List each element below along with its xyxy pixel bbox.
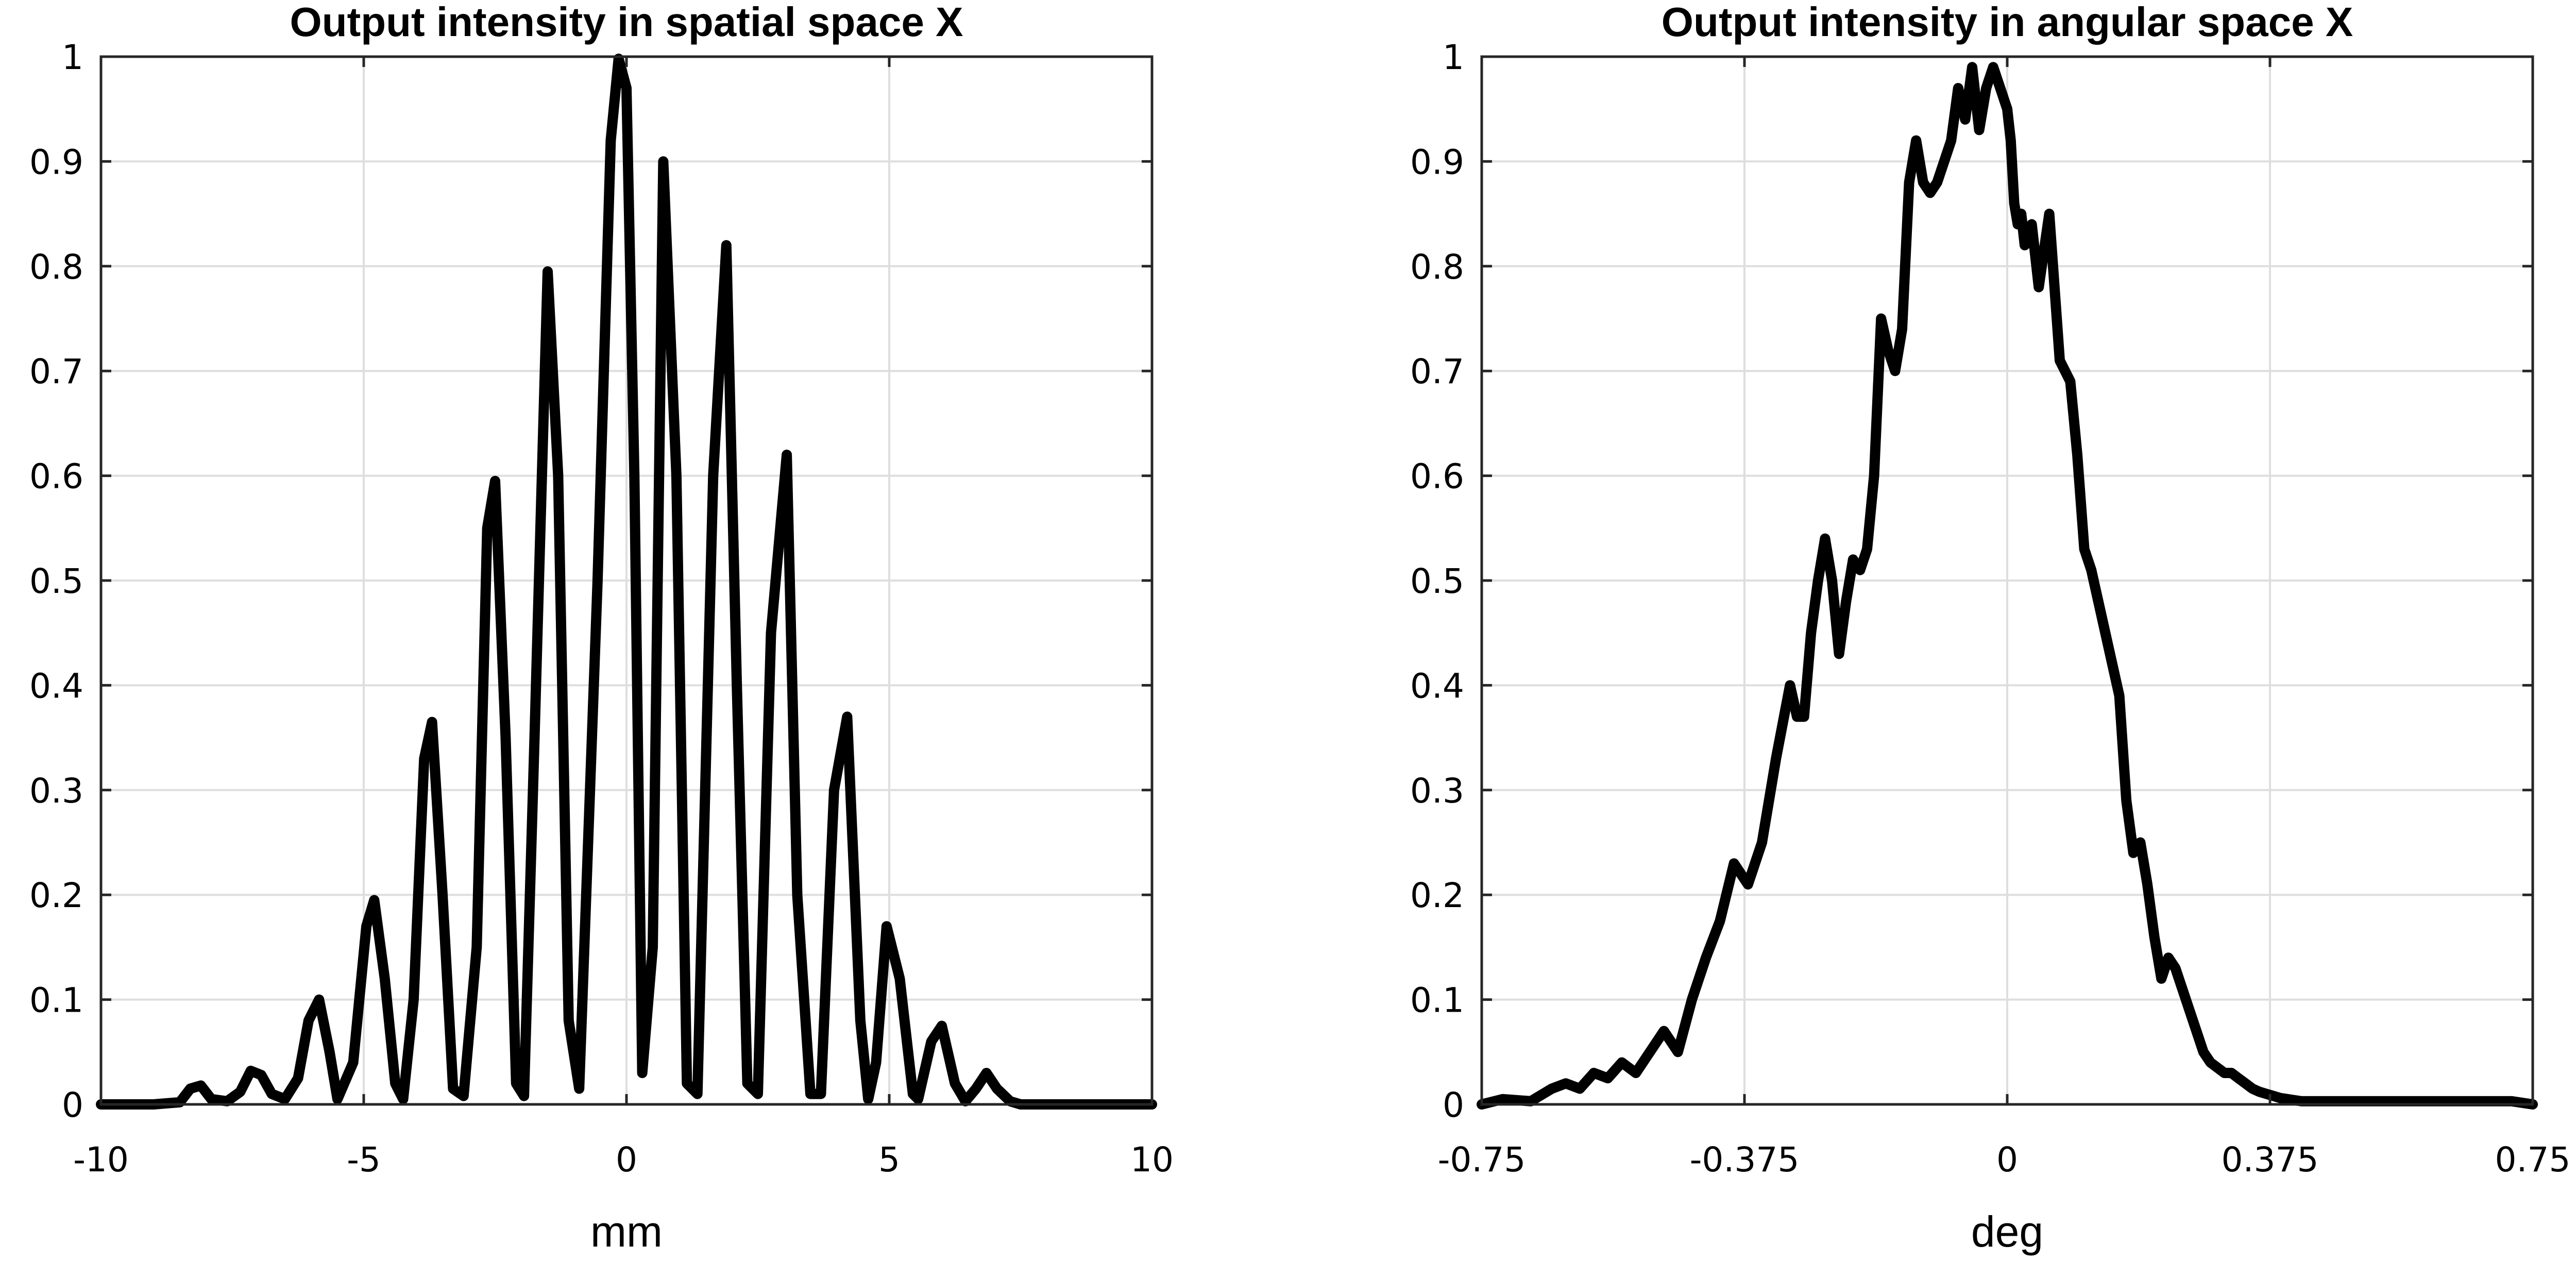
- x-tick-label: 5: [878, 1140, 900, 1180]
- series-line: [1477, 62, 2538, 1110]
- y-tick-label: 0.3: [29, 771, 83, 811]
- y-tick-label: 0.8: [29, 247, 83, 287]
- x-tick-label: -5: [347, 1140, 381, 1180]
- y-tick-label: 0.6: [1410, 457, 1464, 497]
- x-tick-label: 0.75: [2495, 1140, 2571, 1180]
- x-tick-label: 0: [1996, 1140, 2018, 1180]
- x-tick-label: -10: [73, 1140, 129, 1180]
- y-tick-label: 0.8: [1410, 247, 1464, 287]
- y-tick-label: 0.9: [29, 142, 83, 182]
- y-tick-label: 1: [62, 38, 83, 77]
- y-tick-label: 0.3: [1410, 771, 1464, 811]
- y-tick-label: 0.5: [1410, 561, 1464, 601]
- y-tick-label: 0.2: [1410, 876, 1464, 915]
- y-tick-label: 0.1: [1410, 981, 1464, 1020]
- x-axis-label: deg: [1971, 1207, 2043, 1256]
- x-tick-label: 10: [1130, 1140, 1174, 1180]
- y-tick-label: 0.4: [1410, 666, 1464, 706]
- y-tick-label: 0.4: [29, 666, 83, 706]
- y-tick-label: 0.7: [29, 352, 83, 391]
- spatial-intensity-plot: 0 0.1 0.2 0.3 0.4 0.5 0.6 0.7 0.8 0.9 1 -10 -5 0 5 10 Ou…: [29, 0, 1174, 1256]
- series-line: [96, 54, 1157, 1110]
- y-tick-label: 0.9: [1410, 142, 1464, 182]
- x-tick-label: -0.375: [1690, 1140, 1800, 1180]
- x-axis-label: mm: [590, 1207, 663, 1256]
- y-tick-label: 0.2: [29, 876, 83, 915]
- y-tick-label: 0: [1443, 1085, 1464, 1125]
- y-tick-label: 0.7: [1410, 352, 1464, 391]
- angular-intensity-plot: 0 0.1 0.2 0.3 0.4 0.5 0.6 0.7 0.8 0.9 1 -0.75 -0.375…: [1410, 0, 2570, 1256]
- chart-title: Output intensity in spatial space X: [290, 0, 963, 45]
- grid-lines: [1482, 57, 2533, 1104]
- y-tick-label: 0.1: [29, 981, 83, 1020]
- x-tick-label: 0.375: [2222, 1140, 2319, 1180]
- x-tick-label: 0: [616, 1140, 637, 1180]
- y-tick-label: 0: [62, 1085, 83, 1125]
- x-tick-label: -0.75: [1438, 1140, 1526, 1180]
- y-tick-label: 0.6: [29, 457, 83, 497]
- chart-title: Output intensity in angular space X: [1662, 0, 2353, 45]
- y-tick-label: 1: [1443, 38, 1464, 77]
- y-tick-label: 0.5: [29, 561, 83, 601]
